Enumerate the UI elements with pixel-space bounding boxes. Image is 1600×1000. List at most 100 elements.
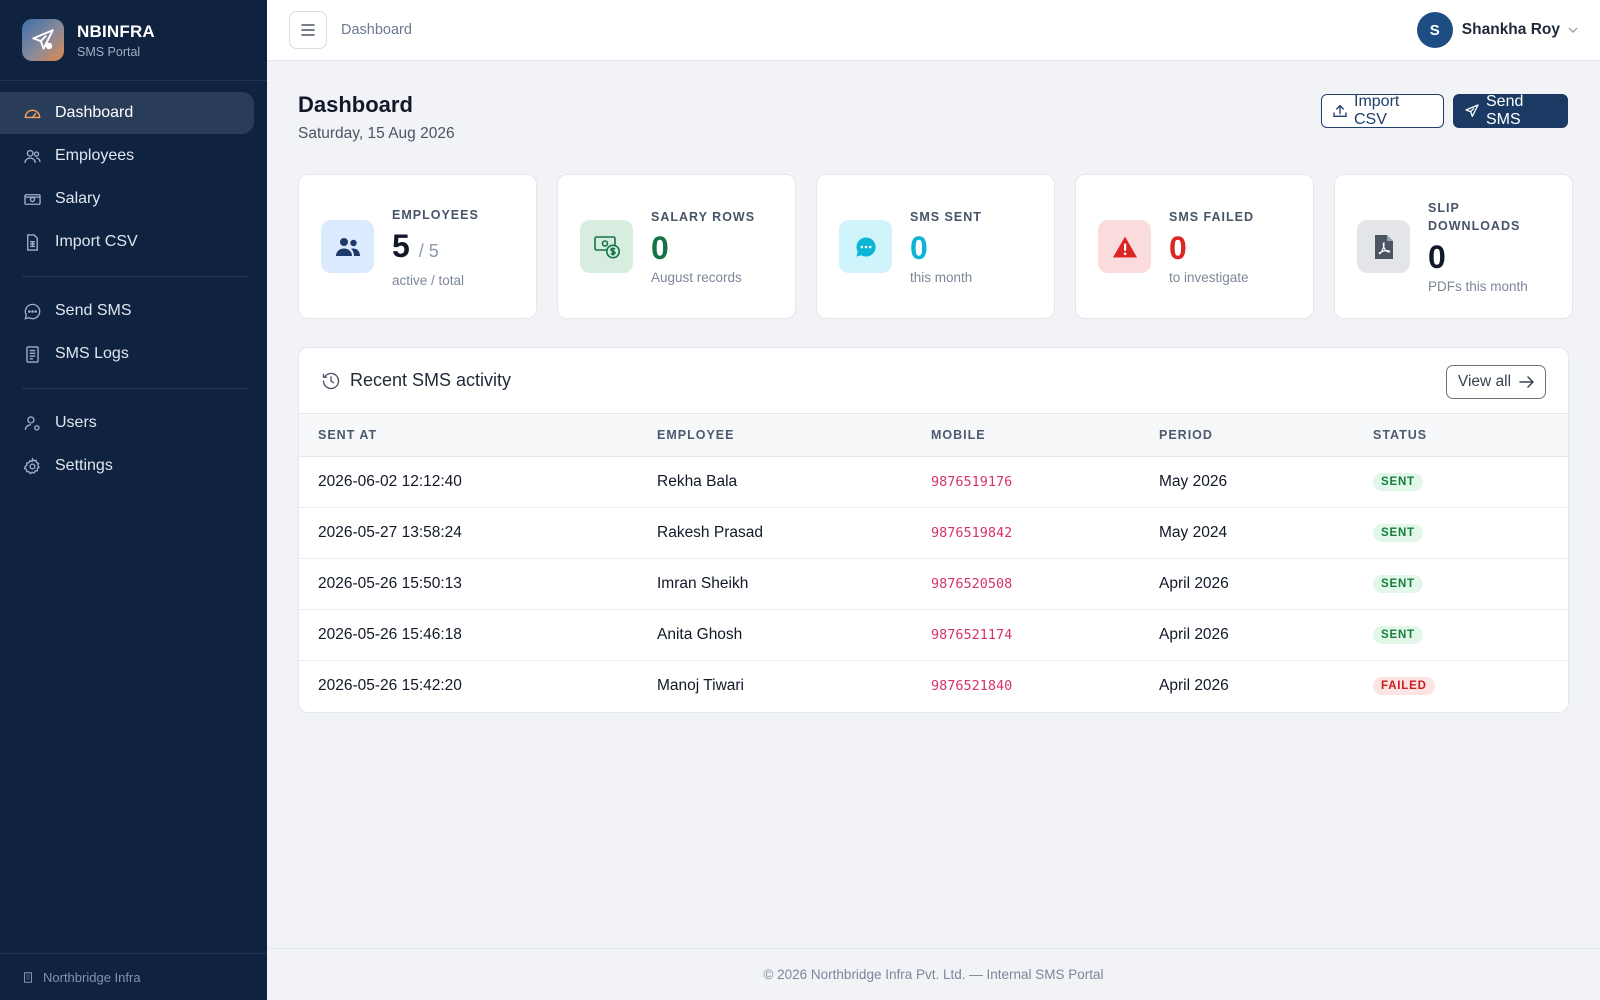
card-label: SMS SENT [910,210,982,224]
user-gear-icon [22,413,42,433]
gauge-icon [22,103,42,123]
sms-sent-count: 0 [910,230,928,266]
table-row[interactable]: 2026-05-26 15:50:13 Imran Sheikh 9876520… [299,558,1568,610]
sidebar: NBINFRA SMS Portal Dashboard Employees S… [0,0,267,1000]
sidebar-item-users[interactable]: Users [0,402,254,444]
cash-icon [22,189,42,209]
send-sms-button[interactable]: Send SMS [1453,93,1568,128]
period-cell: April 2026 [1159,558,1373,610]
sidebar-item-label: Settings [55,457,113,474]
card-slip-downloads[interactable]: SLIP DOWNLOADS 0 PDFs this month [1334,174,1573,319]
column-header-sent-at[interactable]: SENT AT [299,414,657,457]
hamburger-icon [300,23,316,37]
recent-activity-panel: Recent SMS activity View all SENT AT EMP… [298,347,1569,713]
money-icon [580,220,633,273]
table-row[interactable]: 2026-05-26 15:46:18 Anita Ghosh 98765211… [299,609,1568,661]
sidebar-item-settings[interactable]: Settings [0,445,254,487]
brand-subtitle: SMS Portal [77,44,141,59]
panel-title: Recent SMS activity [350,370,512,390]
status-cell: FAILED [1373,660,1568,711]
status-cell: SENT [1373,609,1568,661]
pdf-icon [1357,220,1410,273]
card-label: SLIP DOWNLOADS [1428,201,1521,233]
sent-at-cell: 2026-05-26 15:50:13 [299,558,657,610]
view-all-button[interactable]: View all [1446,365,1546,399]
breadcrumb[interactable]: Dashboard [341,22,412,38]
menu-toggle-button[interactable] [289,11,327,49]
brand[interactable]: NBINFRA SMS Portal [0,0,267,81]
card-label: EMPLOYEES [392,207,479,222]
sidebar-nav: Dashboard Employees Salary Import CSV [0,81,267,487]
spreadsheet-icon [22,232,42,252]
card-sms-failed[interactable]: SMS FAILED 0 to investigate [1075,174,1314,319]
sidebar-item-dashboard[interactable]: Dashboard [0,92,254,134]
user-menu[interactable]: S Shankha Roy [1416,12,1578,48]
sidebar-item-send-sms[interactable]: Send SMS [0,290,254,332]
employee-cell: Manoj Tiwari [657,676,744,694]
page-footer: © 2026 Northbridge Infra Pvt. Ltd. — Int… [267,948,1600,1000]
mobile-cell: 9876521174 [931,609,1159,661]
card-label: SMS FAILED [1169,210,1255,224]
column-header-employee[interactable]: EMPLOYEE [657,414,931,457]
period-cell: April 2026 [1159,609,1373,661]
brand-name: NBINFRA [77,21,155,41]
chat-bubble-icon [839,220,892,273]
card-value: 5 / 5 [392,228,479,269]
employee-cell: Rakesh Prasad [657,507,931,559]
card-subtitle: August records [651,270,742,285]
mobile-cell: 9876521840 [931,677,1013,694]
card-subtitle: to investigate [1169,270,1249,285]
card-employees[interactable]: EMPLOYEES 5 / 5 active / total [298,174,537,319]
card-subtitle: PDFs this month [1428,279,1528,294]
table-row[interactable]: 2026-06-02 12:12:40 Rekha Bala 987651917… [299,456,1568,508]
page-title: Dashboard [298,92,413,117]
paper-plane-icon [1464,103,1480,119]
sms-failed-count: 0 [1169,230,1187,266]
sidebar-item-label: Users [55,414,97,431]
topbar: Dashboard S Shankha Roy [267,0,1600,61]
card-sms-sent[interactable]: SMS SENT 0 this month [816,174,1055,319]
status-badge: SENT [1373,626,1423,644]
table-row[interactable]: 2026-05-27 13:58:24 Rakesh Prasad 987651… [299,507,1568,559]
period-cell: May 2024 [1159,507,1373,559]
mobile-cell: 9876519176 [931,456,1159,508]
sidebar-item-label: Dashboard [55,104,134,121]
sidebar-item-label: Salary [55,190,101,207]
sidebar-footer: Northbridge Infra [0,953,267,1000]
card-subtitle: this month [910,270,973,285]
status-cell: SENT [1373,456,1568,508]
chat-icon [22,301,42,321]
status-cell: SENT [1373,558,1568,610]
users-icon [321,220,374,273]
salary-rows-count: 0 [651,230,669,266]
sidebar-item-employees[interactable]: Employees [0,135,254,177]
sidebar-item-sms-logs[interactable]: SMS Logs [0,333,254,375]
sidebar-item-salary[interactable]: Salary [0,178,254,220]
employees-total-count: / 5 [418,240,439,261]
status-badge: FAILED [1373,677,1435,696]
panel-header: Recent SMS activity View all [299,348,1568,414]
building-icon [22,971,34,984]
table-row[interactable]: 2026-05-26 15:42:20 Manoj Tiwari 9876521… [299,660,1568,711]
view-all-label: View all [1457,373,1512,390]
nav-divider [22,388,249,389]
table-header-row: SENT AT EMPLOYEE MOBILE PERIOD STATUS [299,414,1568,457]
upload-icon [1332,103,1348,119]
column-header-status[interactable]: STATUS [1373,414,1568,457]
status-badge: SENT [1373,524,1423,542]
slip-downloads-count: 0 [1428,239,1446,275]
send-sms-label: Send SMS [1486,93,1524,128]
users-icon [22,146,42,166]
employee-cell: Anita Ghosh [657,609,931,661]
sent-at-cell: 2026-05-26 15:46:18 [299,609,657,661]
column-header-period[interactable]: PERIOD [1159,414,1373,457]
column-header-mobile[interactable]: MOBILE [931,414,1159,457]
import-csv-button[interactable]: Import CSV [1321,93,1444,128]
company-name: Northbridge Infra [43,969,141,985]
employee-cell: Rekha Bala [657,456,931,508]
avatar: S [1416,12,1453,48]
sidebar-item-import-csv[interactable]: Import CSV [0,221,254,263]
period-cell: April 2026 [1159,676,1229,694]
card-salary-rows[interactable]: SALARY ROWS 0 August records [557,174,796,319]
sent-at-cell: 2026-05-27 13:58:24 [299,507,657,559]
